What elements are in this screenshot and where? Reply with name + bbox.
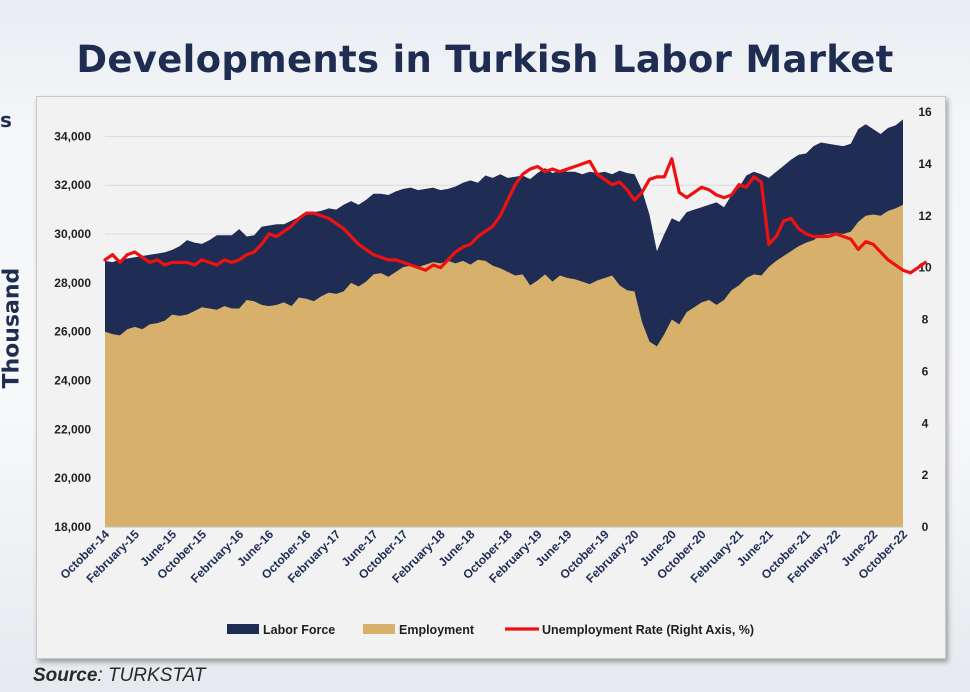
right-tick-label: 6 [922,364,929,378]
labor-market-chart: 18,000 20,000 22,000 24,000 26,000 28,000 30,0… [54,105,932,637]
axis-label-fragment: s [0,108,12,132]
right-tick-label: 4 [922,416,929,430]
legend-swatch-employment [363,624,395,634]
legend-label-labor-force: Labor Force [263,623,335,637]
right-tick-label: 14 [918,157,932,171]
chart-panel: 18,000 20,000 22,000 24,000 26,000 28,000 30,0… [36,96,946,659]
legend-swatch-labor-force [227,624,259,634]
left-tick-label: 24,000 [54,374,91,388]
right-tick-label: 2 [922,468,929,482]
left-tick-label: 20,000 [54,471,91,485]
right-tick-label: 8 [922,313,929,327]
left-axis-label: Thousand [0,267,25,389]
legend-label-unemployment: Unemployment Rate (Right Axis, %) [542,623,754,637]
unemployment-rate-line [103,157,927,275]
left-tick-label: 18,000 [54,520,91,534]
left-tick-label: 26,000 [54,325,91,339]
source-label: Source [33,665,98,686]
right-tick-label: 12 [918,209,932,223]
left-tick-label: 30,000 [54,227,91,241]
source-note: Source: TURKSTAT [33,665,205,687]
source-text: : TURKSTAT [97,665,206,686]
left-tick-label: 28,000 [54,276,91,290]
right-tick-label: 0 [922,520,929,534]
employment-area [105,204,903,527]
left-tick-label: 34,000 [54,129,91,143]
right-tick-label: 16 [918,105,932,119]
legend-label-employment: Employment [399,623,475,637]
left-tick-label: 22,000 [54,422,91,436]
page-title: Developments in Turkish Labor Market [76,38,894,81]
left-tick-label: 32,000 [54,178,91,192]
